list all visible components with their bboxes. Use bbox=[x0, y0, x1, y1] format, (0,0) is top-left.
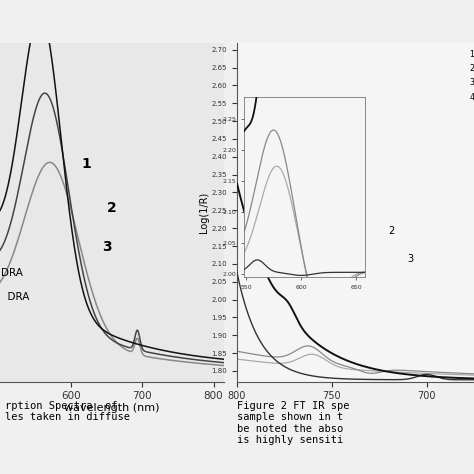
Text: 1: 1 bbox=[360, 215, 366, 225]
Text: 4. Be Treated Sapphire: 4. Be Treated Sapphire bbox=[470, 92, 474, 101]
Text: 3. Nat Ruby: 3. Nat Ruby bbox=[470, 78, 474, 87]
Text: 2  Blue Sapphire: 2 Blue Sapphire bbox=[470, 64, 474, 73]
Text: rption Spectra  of
les taken in diffuse: rption Spectra of les taken in diffuse bbox=[5, 401, 130, 422]
Text: 1: 1 bbox=[82, 156, 91, 171]
Text: 1 White Sapphire: 1 White Sapphire bbox=[470, 50, 474, 59]
Text: DRA: DRA bbox=[1, 268, 23, 278]
Y-axis label: Log(1/R): Log(1/R) bbox=[199, 191, 209, 233]
Text: Figure 2 FT IR spe
sample shown in t
be noted the abso
is highly sensiti: Figure 2 FT IR spe sample shown in t be … bbox=[237, 401, 349, 446]
Text: 3: 3 bbox=[102, 240, 111, 255]
Text: 2: 2 bbox=[107, 201, 117, 215]
Text: DRA: DRA bbox=[1, 292, 29, 301]
X-axis label: wavelength (nm): wavelength (nm) bbox=[64, 403, 160, 413]
Text: 3: 3 bbox=[408, 254, 414, 264]
Text: 4: 4 bbox=[356, 175, 363, 186]
Text: 2: 2 bbox=[389, 226, 395, 236]
